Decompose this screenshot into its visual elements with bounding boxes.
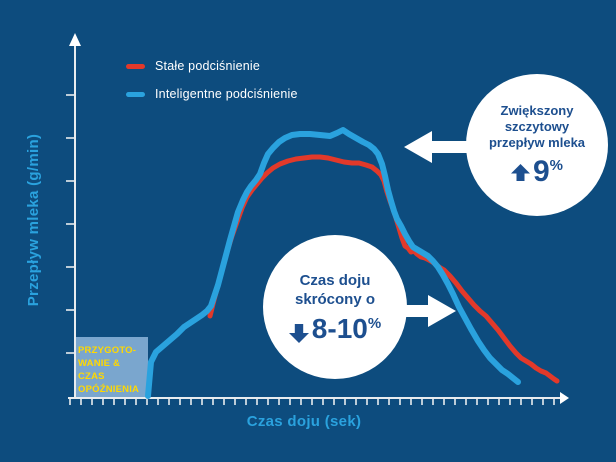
legend-label: Stałe podciśnienie [155,59,261,73]
series-line-1 [145,127,521,399]
peak-increase-value: 9 [532,155,550,188]
callout-peak-line-2: szczytowy [504,119,570,134]
callout-peak-flow: Zwiększony szczytowy przepływ mleka 9 % [466,74,608,216]
preparation-delay-region [74,337,148,397]
y-axis-arrow [69,33,81,46]
callout-time-text: Czas doju skrócony o [295,271,375,309]
legend-swatch-red [126,63,145,69]
legend: Stałe podciśnienie Inteligentne podciśni… [126,52,298,108]
legend-item-inteligentne: Inteligentne podciśnienie [126,80,298,108]
up-arrow-icon [510,164,530,181]
x-axis-label: Czas doju (sek) [246,413,362,430]
callout-time-stat: 8-10 % [288,313,382,344]
callout-time-line-1: Czas doju [299,272,371,289]
legend-item-stale: Stałe podciśnienie [126,52,298,80]
prep-line-2: WANIE & CZAS [78,358,121,382]
callout-milking-time: Czas doju skrócony o 8-10 % [263,235,407,379]
prep-line-3: OPÓŹNIENIA [78,384,140,395]
down-arrow-icon [288,324,309,343]
callout-peak-line-3: przepływ mleka [488,135,586,150]
callout-time-line-2: skrócony o [294,291,376,308]
preparation-delay-label: PRZYGOTO- WANIE & CZAS OPÓŹNIENIA [78,344,148,396]
callout-peak-pointer [404,131,474,163]
time-reduction-percent: % [367,315,382,332]
time-reduction-value: 8-10 [311,313,368,344]
peak-increase-percent: % [549,157,564,174]
callout-peak-text: Zwiększony szczytowy przepływ mleka [489,103,585,151]
callout-peak-line-1: Zwiększony [500,103,574,118]
callout-time-pointer [386,295,456,327]
legend-label: Inteligentne podciśnienie [155,87,298,101]
legend-swatch-blue [126,91,145,97]
y-axis-label: Przepływ mleka (g/min) [25,133,42,307]
callout-peak-stat: 9 % [510,155,564,188]
prep-line-1: PRZYGOTO- [78,345,137,356]
x-axis-arrow [560,392,569,404]
